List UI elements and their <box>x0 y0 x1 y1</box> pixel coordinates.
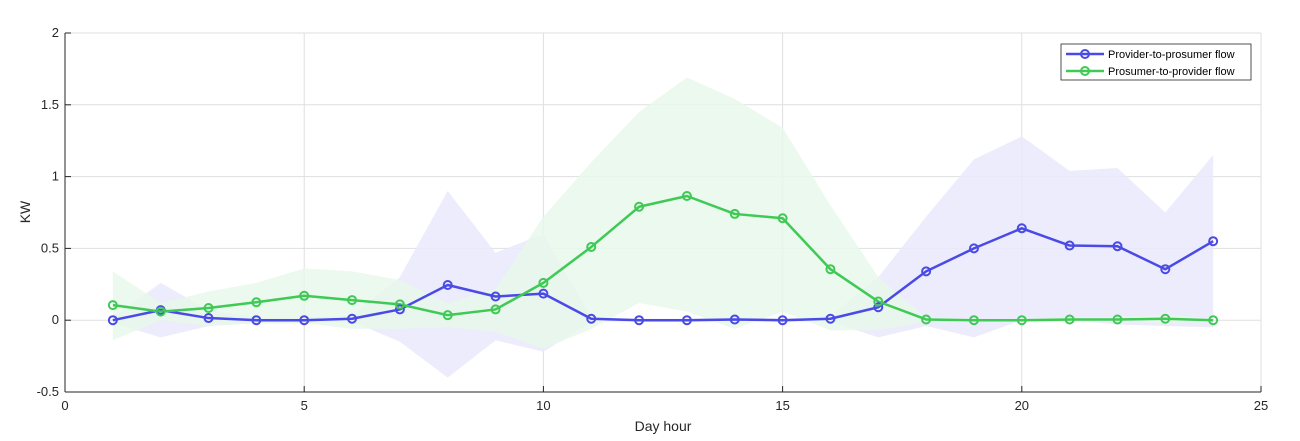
point-series-1-15 <box>825 264 836 275</box>
point-series-0-16 <box>873 302 884 313</box>
legend-box <box>1060 43 1252 81</box>
point-series-0-21 <box>1112 241 1123 252</box>
x-tick-label-1: 5 <box>301 398 308 413</box>
point-series-0-3 <box>251 315 262 326</box>
point-series-0-23 <box>1208 236 1219 247</box>
axes <box>64 32 1262 393</box>
x-tick-label-5: 25 <box>1254 398 1268 413</box>
point-series-0-9 <box>538 288 549 299</box>
point-series-1-8 <box>490 304 501 315</box>
point-series-0-11 <box>634 315 645 326</box>
point-series-1-20 <box>1064 314 1075 325</box>
point-series-1-6 <box>394 299 405 310</box>
point-series-0-5 <box>347 313 358 324</box>
y-tick-label-5: 2 <box>52 25 59 40</box>
point-series-0-0 <box>107 315 118 326</box>
point-series-1-4 <box>299 290 310 301</box>
y-tick-label-3: 1 <box>52 169 59 184</box>
y-axis-label: KW <box>17 200 33 223</box>
x-tick-label-2: 10 <box>536 398 550 413</box>
confidence-bands <box>112 77 1214 378</box>
point-series-1-3 <box>251 297 262 308</box>
point-series-0-19 <box>1016 223 1027 234</box>
point-series-1-21 <box>1112 314 1123 325</box>
point-series-1-17 <box>921 314 932 325</box>
point-series-0-4 <box>299 315 310 326</box>
y-tick-label-4: 1.5 <box>41 97 59 112</box>
legend: Provider-to-prosumer flow Prosumer-to-pr… <box>1060 43 1252 81</box>
y-tick-label-1: 0 <box>52 312 59 327</box>
point-series-1-14 <box>777 213 788 224</box>
point-series-1-19 <box>1016 315 1027 326</box>
point-series-0-6 <box>394 304 405 315</box>
y-tick-label-0: -0.5 <box>37 384 59 399</box>
point-series-1-11 <box>634 201 645 212</box>
legend-label-prosumer-to-provider: Prosumer-to-provider flow <box>1108 66 1235 78</box>
point-series-0-8 <box>490 291 501 302</box>
point-series-1-9 <box>538 277 549 288</box>
point-series-0-22 <box>1160 264 1171 275</box>
point-series-1-22 <box>1160 313 1171 324</box>
point-series-1-7 <box>442 310 453 321</box>
point-series-1-0 <box>107 300 118 311</box>
point-series-0-14 <box>777 315 788 326</box>
point-series-1-18 <box>968 315 979 326</box>
point-series-0-20 <box>1064 240 1075 251</box>
point-series-1-5 <box>347 295 358 306</box>
legend-marker-prosumer-to-provider <box>1080 66 1090 76</box>
point-series-0-18 <box>968 243 979 254</box>
x-tick-label-3: 15 <box>775 398 789 413</box>
point-series-1-12 <box>681 190 692 201</box>
line-series-1 <box>112 194 1214 322</box>
point-series-1-16 <box>873 296 884 307</box>
point-series-0-12 <box>681 315 692 326</box>
series-lines <box>112 194 1214 322</box>
point-series-1-1 <box>155 306 166 317</box>
point-series-0-7 <box>442 280 453 291</box>
x-tick-label-4: 20 <box>1015 398 1029 413</box>
x-tick-label-0: 0 <box>61 398 68 413</box>
point-series-0-15 <box>825 313 836 324</box>
legend-marker-provider-to-prosumer <box>1080 49 1090 59</box>
point-series-1-10 <box>586 241 597 252</box>
point-series-0-10 <box>586 313 597 324</box>
series-markers <box>107 190 1219 326</box>
point-series-1-23 <box>1208 315 1219 326</box>
line-series-0 <box>112 227 1214 322</box>
legend-label-provider-to-prosumer: Provider-to-prosumer flow <box>1108 49 1235 61</box>
y-tick-label-2: 0.5 <box>41 240 59 255</box>
tick-labels: 0 5 10 15 20 25-0.500.511.52 <box>37 25 1269 413</box>
point-series-1-13 <box>729 208 740 219</box>
band-series-1 <box>112 77 1214 349</box>
point-series-1-2 <box>203 302 214 313</box>
x-axis-label: Day hour <box>635 418 692 434</box>
point-series-0-17 <box>921 266 932 277</box>
point-series-0-13 <box>729 314 740 325</box>
point-series-0-2 <box>203 313 214 324</box>
